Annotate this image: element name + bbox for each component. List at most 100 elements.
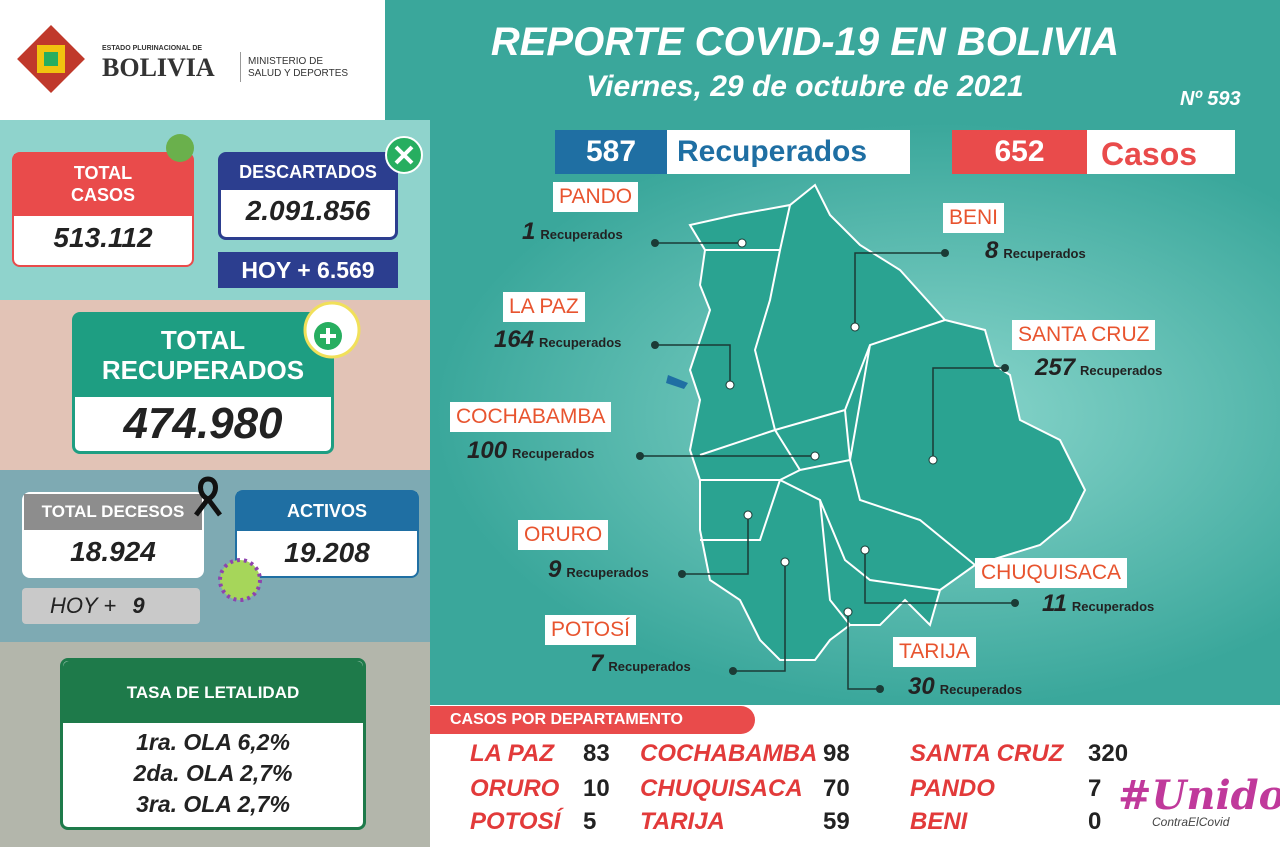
dept-name: LA PAZ <box>503 292 585 322</box>
dept-value: 9 Recuperados <box>548 556 649 584</box>
campaign-title: #Unidos <box>1118 772 1280 819</box>
dept-value: 164 Recuperados <box>494 326 621 354</box>
map-borders <box>699 204 976 626</box>
dot <box>941 249 949 257</box>
table-value: 59 <box>823 808 850 835</box>
label: TOTAL DECESOS <box>24 494 202 530</box>
leader-line <box>847 612 880 690</box>
unit: Recuperados <box>1080 363 1163 378</box>
dot <box>651 341 659 349</box>
value: 474.980 <box>123 399 283 448</box>
leader-line <box>682 515 749 575</box>
dot <box>810 451 820 461</box>
dot <box>729 667 737 675</box>
deaths-today: HOY + 9 <box>22 588 200 624</box>
dept-name: TARIJA <box>893 637 976 667</box>
value: 587 <box>555 130 667 174</box>
active-card: ACTIVOS 19.208 <box>235 490 419 578</box>
recovered-badge: 587 Recuperados <box>555 130 910 174</box>
dot <box>636 452 644 460</box>
dept-value: 257 Recuperados <box>1035 354 1162 382</box>
label: TOTAL RECUPERADOS <box>75 315 331 397</box>
cases-badge: 652 Casos <box>952 130 1235 174</box>
leader-line <box>655 344 731 385</box>
discarded-today: HOY + 6.569 <box>218 252 398 288</box>
table-name: LA PAZ <box>470 740 554 767</box>
unit: Recuperados <box>566 565 649 580</box>
label: TASA DE LETALIDAD <box>63 661 363 723</box>
dot <box>737 238 747 248</box>
dept-name: CHUQUISACA <box>975 558 1128 588</box>
value: 2.091.856 <box>245 195 371 226</box>
unit: Recuperados <box>539 335 622 350</box>
unit: Recuperados <box>608 659 691 674</box>
value: 8 <box>985 237 999 264</box>
label: DESCARTADOS <box>221 155 395 190</box>
discarded-card: DESCARTADOS 2.091.856 <box>218 152 398 240</box>
value: 9 <box>548 556 562 583</box>
dept-value: 8 Recuperados <box>985 237 1086 265</box>
label: HOY + <box>50 593 117 618</box>
unit: Recuperados <box>1071 599 1155 614</box>
dept-name: SANTA CRUZ <box>1012 320 1156 350</box>
value: 257 <box>1035 354 1076 381</box>
table-name: BENI <box>910 808 968 835</box>
dept-name: ORURO <box>518 520 609 550</box>
dot <box>850 322 860 332</box>
table-name: CHUQUISACA <box>640 775 803 802</box>
report-number: Nº 593 <box>1180 88 1241 110</box>
leader-line <box>932 367 1005 460</box>
value: 100 <box>467 437 508 464</box>
dot <box>843 607 853 617</box>
unit: Recuperados <box>512 446 595 461</box>
lethality-card: TASA DE LETALIDAD 1ra. OLA 6,2% 2da. OLA … <box>60 658 366 830</box>
dept-value: 30 Recuperados <box>908 673 1022 701</box>
table-value: 10 <box>583 775 610 802</box>
unit: Recuperados <box>1003 246 1086 261</box>
ribbon <box>194 476 222 517</box>
dot <box>928 455 938 465</box>
x-icon <box>385 136 423 174</box>
ministry: SALUD Y DEPORTES <box>248 68 349 79</box>
dot <box>860 545 870 555</box>
dot <box>725 380 735 390</box>
value: 19.208 <box>284 537 370 568</box>
dept-value: 1 Recuperados <box>522 218 623 246</box>
plus-icon <box>303 301 361 359</box>
virus-icon <box>218 558 262 602</box>
total-cases-card: TOTAL CASOS 513.112 <box>12 152 194 267</box>
lethality-item: 2da. OLA 2,7% <box>133 760 293 786</box>
table-value: 70 <box>823 775 850 802</box>
value: 7 <box>590 650 604 677</box>
value: 652 <box>952 130 1087 174</box>
leader-line <box>854 252 945 327</box>
dept-name: PANDO <box>553 182 639 212</box>
label: Casos <box>1101 136 1198 172</box>
dot <box>678 570 686 578</box>
label: Recuperados <box>677 135 868 168</box>
deaths-card: TOTAL DECESOS 18.924 <box>22 492 204 578</box>
leader-line <box>733 562 786 672</box>
date: Viernes, 29 de octubre de 2021 <box>586 70 1024 103</box>
virus-icon <box>166 134 194 162</box>
recovered-card: TOTAL RECUPERADOS 474.980 <box>72 312 334 454</box>
dept-value: 7 Recuperados <box>590 650 691 678</box>
dept-value: 100 Recuperados <box>467 437 594 465</box>
lethality-item: 3ra. OLA 2,7% <box>136 791 290 817</box>
value: 9 <box>132 593 145 618</box>
unit: Recuperados <box>540 227 623 242</box>
value: 30 <box>908 673 935 700</box>
campaign-subtitle: ContraElCovid <box>1152 815 1230 829</box>
table-value: 320 <box>1088 740 1129 767</box>
table-value: 0 <box>1088 808 1102 835</box>
table-name: SANTA CRUZ <box>910 740 1064 767</box>
table-value: 5 <box>583 808 597 835</box>
table-value: 7 <box>1088 775 1102 802</box>
table-name: ORURO <box>470 775 560 802</box>
dot <box>651 239 659 247</box>
dot <box>743 510 753 520</box>
label: ACTIVOS <box>237 492 417 531</box>
lake <box>666 375 688 389</box>
table-title: CASOS POR DEPARTAMENTO <box>430 706 755 734</box>
